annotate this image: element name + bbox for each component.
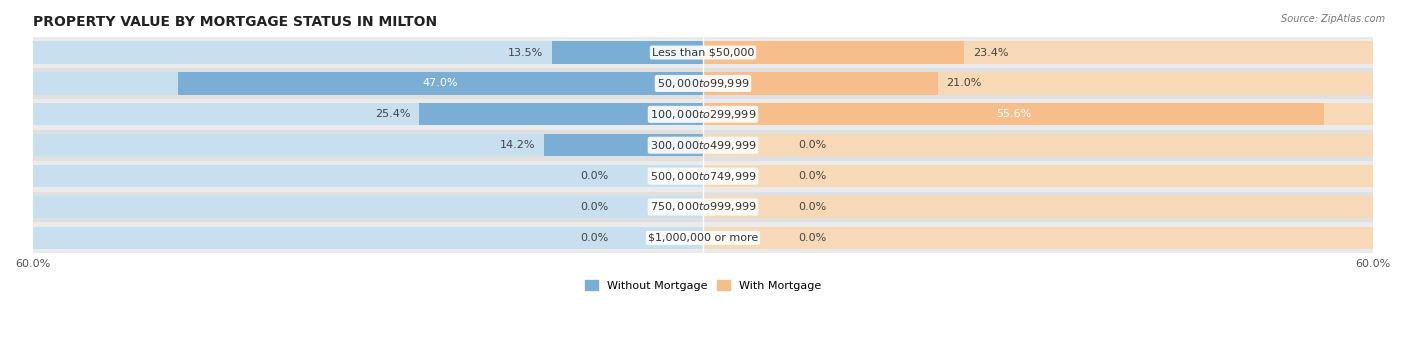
- Text: 0.0%: 0.0%: [799, 202, 827, 212]
- Bar: [703, 196, 1374, 218]
- Bar: [544, 134, 703, 156]
- Text: 0.0%: 0.0%: [799, 233, 827, 243]
- Bar: [703, 72, 938, 94]
- Bar: [32, 165, 703, 187]
- Text: 21.0%: 21.0%: [946, 78, 981, 88]
- Bar: [32, 196, 703, 218]
- Text: Source: ZipAtlas.com: Source: ZipAtlas.com: [1281, 14, 1385, 24]
- Bar: [703, 103, 1374, 125]
- Bar: [179, 72, 703, 94]
- Bar: [32, 68, 1374, 99]
- Bar: [32, 222, 1374, 253]
- Bar: [703, 42, 1374, 64]
- Text: 0.0%: 0.0%: [579, 171, 607, 181]
- Text: $750,000 to $999,999: $750,000 to $999,999: [650, 201, 756, 213]
- Bar: [703, 227, 1374, 249]
- Bar: [32, 130, 1374, 161]
- Bar: [32, 161, 1374, 192]
- Bar: [32, 72, 703, 94]
- Bar: [32, 192, 1374, 222]
- Text: $1,000,000 or more: $1,000,000 or more: [648, 233, 758, 243]
- Text: 0.0%: 0.0%: [799, 140, 827, 150]
- Text: $300,000 to $499,999: $300,000 to $499,999: [650, 139, 756, 152]
- Bar: [703, 227, 793, 249]
- Bar: [613, 165, 703, 187]
- Bar: [32, 99, 1374, 130]
- Text: $50,000 to $99,999: $50,000 to $99,999: [657, 77, 749, 90]
- Bar: [613, 227, 703, 249]
- Bar: [703, 134, 793, 156]
- Bar: [553, 42, 703, 64]
- Text: 0.0%: 0.0%: [579, 202, 607, 212]
- Bar: [703, 72, 1374, 94]
- Bar: [703, 196, 793, 218]
- Text: PROPERTY VALUE BY MORTGAGE STATUS IN MILTON: PROPERTY VALUE BY MORTGAGE STATUS IN MIL…: [32, 15, 437, 29]
- Bar: [703, 103, 1324, 125]
- Bar: [32, 42, 703, 64]
- Text: 23.4%: 23.4%: [973, 47, 1010, 58]
- Bar: [32, 227, 703, 249]
- Bar: [703, 165, 1374, 187]
- Legend: Without Mortgage, With Mortgage: Without Mortgage, With Mortgage: [581, 276, 825, 295]
- Bar: [703, 134, 1374, 156]
- Bar: [703, 42, 965, 64]
- Text: Less than $50,000: Less than $50,000: [652, 47, 754, 58]
- Bar: [32, 37, 1374, 68]
- Text: 55.6%: 55.6%: [995, 109, 1031, 119]
- Bar: [613, 196, 703, 218]
- Text: 14.2%: 14.2%: [501, 140, 536, 150]
- Bar: [32, 103, 703, 125]
- Bar: [703, 165, 793, 187]
- Text: 47.0%: 47.0%: [423, 78, 458, 88]
- Text: 25.4%: 25.4%: [375, 109, 411, 119]
- Text: $100,000 to $299,999: $100,000 to $299,999: [650, 108, 756, 121]
- Text: 0.0%: 0.0%: [579, 233, 607, 243]
- Text: 0.0%: 0.0%: [799, 171, 827, 181]
- Bar: [419, 103, 703, 125]
- Text: 13.5%: 13.5%: [508, 47, 543, 58]
- Bar: [32, 134, 703, 156]
- Text: $500,000 to $749,999: $500,000 to $749,999: [650, 169, 756, 183]
